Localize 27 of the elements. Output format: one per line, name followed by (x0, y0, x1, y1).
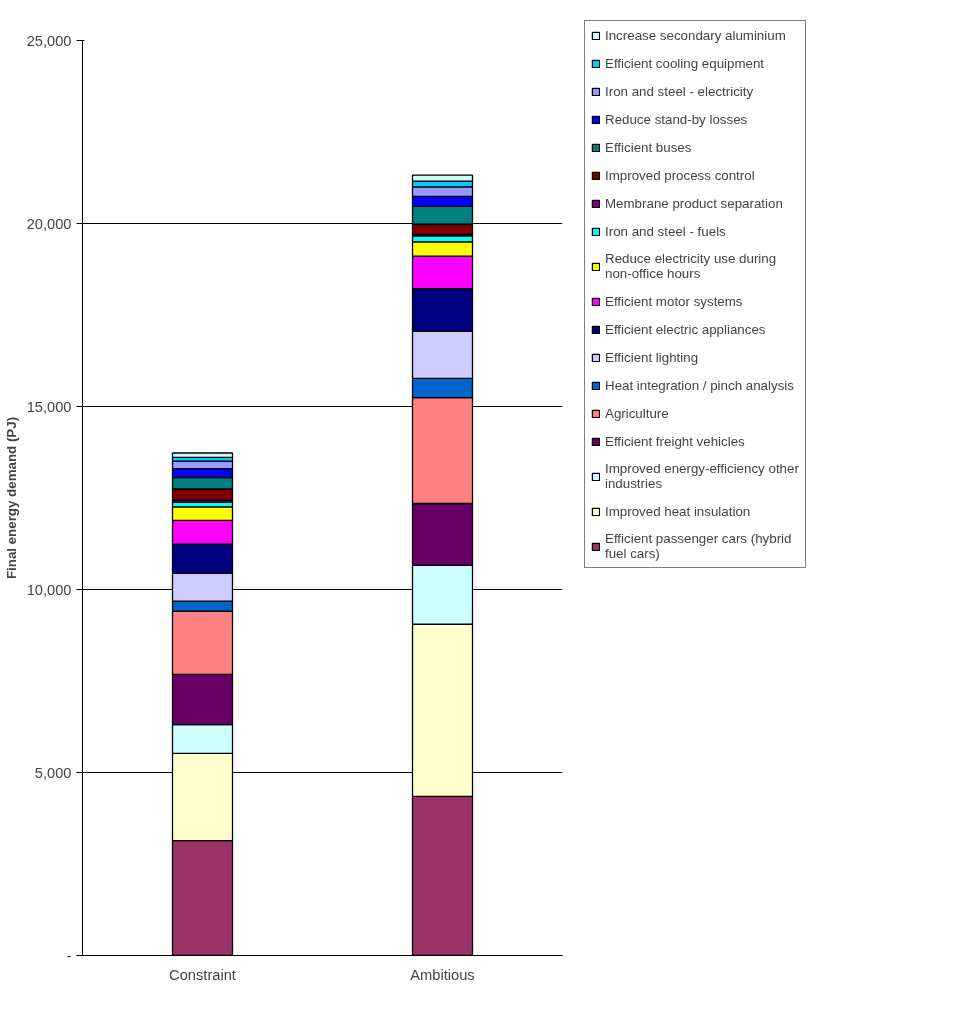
legend-label: Iron and steel - fuels (605, 223, 726, 240)
legend-label: Improved energy-efficiency other industries (605, 461, 799, 492)
legend-label: Improved process control (605, 167, 755, 184)
x-tick-label: Constraint (169, 966, 236, 983)
legend-label: Membrane product separation (605, 195, 783, 212)
y-tick-label: 15,000 (26, 398, 72, 415)
legend-label: Increase secondary aluminium (605, 27, 786, 44)
y-tick-label: 25,000 (26, 32, 72, 49)
legend-label: Agriculture (605, 405, 669, 422)
y-axis-title: Final energy demand (PJ) (3, 416, 19, 580)
legend-label: Efficient cooling equipment (605, 55, 765, 72)
legend-label: Efficient motor systems (605, 293, 743, 310)
legend-label: Efficient freight vehicles (605, 433, 745, 450)
legend-label: Reduce stand-by losses (605, 111, 748, 128)
y-tick-label: 5,000 (34, 764, 72, 781)
legend-label: Iron and steel - electricity (605, 83, 754, 100)
y-tick-label: 20,000 (26, 215, 72, 232)
legend-label: Efficient buses (605, 139, 692, 156)
y-tick-label: 10,000 (26, 581, 72, 598)
legend-label: Reduce electricity use during non-office hours (605, 251, 777, 282)
legend-label: Efficient lighting (605, 349, 699, 366)
legend-label: Improved heat insulation (605, 503, 751, 520)
legend-label: Efficient electric appliances (605, 321, 766, 338)
x-tick-label: Ambitious (410, 966, 475, 983)
y-tick-label: - (66, 947, 72, 964)
legend-label: Efficient passenger cars (hybrid fuel cars) (605, 531, 792, 562)
legend-label: Heat integration / pinch analysis (605, 377, 794, 394)
